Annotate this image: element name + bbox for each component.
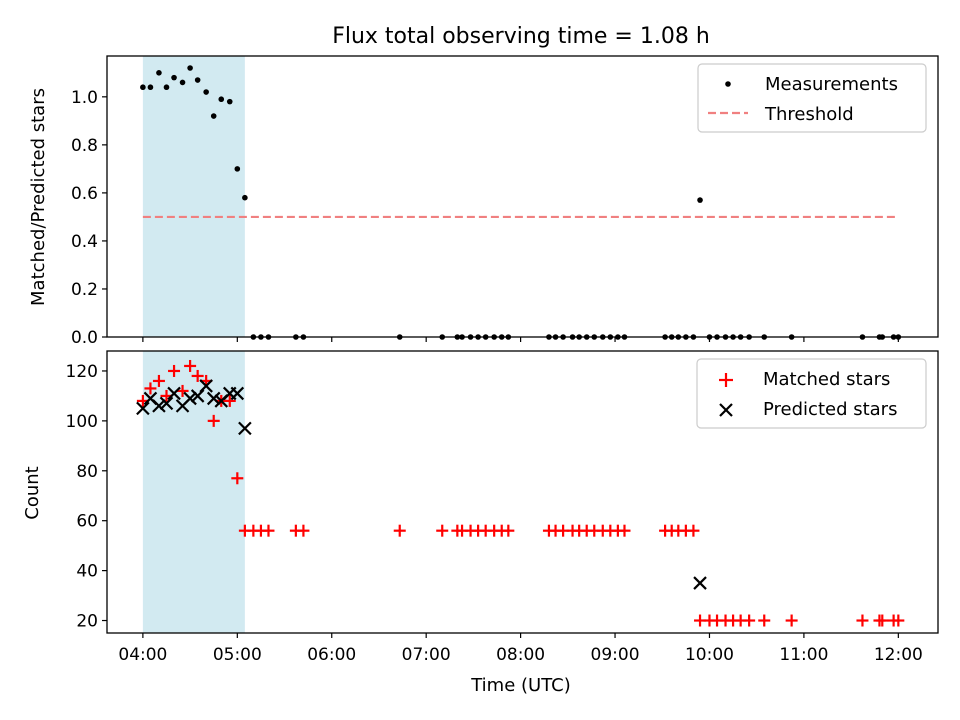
matched-star-point — [144, 382, 157, 395]
y-tick-label: 80 — [76, 462, 98, 482]
matched-star-point — [618, 524, 631, 537]
measurement-point — [156, 70, 162, 76]
predicted-star-point — [159, 396, 174, 411]
bottom-panel-shade — [142, 351, 245, 633]
predicted-star-point — [136, 401, 150, 416]
y-tick-label: 0.2 — [71, 280, 98, 300]
x-tick-label: 04:00 — [118, 645, 167, 665]
bottom-panel-frame — [106, 350, 939, 634]
y-tick-label: 0.0 — [71, 328, 98, 348]
matched-star-point — [687, 524, 700, 537]
top-panel: 0.0 0.2 0.4 0.6 0.8 1.0 Matched/Predicted sta… — [28, 55, 939, 348]
matched-star-point — [856, 614, 869, 627]
x-tick-label: 05:00 — [213, 645, 262, 665]
matched-star-point — [876, 614, 889, 627]
matched-star-point — [176, 384, 189, 397]
legend-matched-label: Matched stars — [763, 369, 890, 390]
measurement-point — [203, 89, 209, 95]
y-tick-label: 40 — [76, 562, 98, 582]
y-tick-label: 120 — [66, 362, 98, 382]
top-panel-y-ticks: 0.0 0.2 0.4 0.6 0.8 1.0 — [71, 88, 107, 348]
measurement-point — [226, 98, 233, 105]
y-tick-label: 100 — [66, 412, 98, 432]
predicted-star-point — [152, 399, 166, 413]
y-tick-label: 0.4 — [71, 232, 98, 252]
bottom-panel-legend: Matched stars Predicted stars — [696, 358, 927, 429]
x-tick-label: 09:00 — [591, 645, 640, 665]
measurement-point — [242, 194, 248, 201]
matched-star-point — [758, 614, 771, 627]
legend-threshold-label: Threshold — [764, 104, 854, 125]
x-tick-label: 06:00 — [307, 645, 356, 665]
legend-predicted-label: Predicted stars — [763, 399, 897, 420]
legend-predicted-marker — [719, 403, 733, 417]
y-tick-label: 0.6 — [71, 184, 98, 204]
measurement-point — [140, 84, 146, 91]
matched-star-point — [207, 414, 220, 427]
y-tick-label: 20 — [76, 612, 98, 632]
top-panel-x-ticks — [142, 337, 899, 342]
chart-title: Flux total observing time = 1.08 h — [332, 24, 710, 49]
matched-star-point — [393, 524, 406, 537]
x-tick-label: 11:00 — [779, 645, 828, 665]
measurement-point — [194, 77, 201, 83]
top-panel-frame — [106, 55, 939, 338]
predicted-star-point — [183, 391, 197, 406]
top-panel-shade — [142, 56, 245, 337]
measurement-point — [163, 84, 170, 91]
x-axis-label: Time (UTC) — [470, 675, 571, 696]
measurement-point — [697, 197, 703, 203]
bottom-panel-y-label: Count — [22, 466, 43, 519]
bottom-panel: 20 40 60 80 100 120 04:00 05:00 06:00 07:00 08:00… — [22, 350, 939, 665]
predicted-star-point — [238, 421, 252, 436]
predicted-star-point — [230, 386, 245, 401]
top-panel-y-label: Matched/Predicted stars — [28, 88, 49, 306]
x-tick-label: 12:00 — [874, 645, 923, 665]
measurement-point — [147, 84, 154, 91]
matched-star-point — [231, 472, 244, 485]
bottom-panel-x-ticks: 04:00 05:00 06:00 07:00 08:00 09:00 10:00 11:00… — [118, 633, 923, 665]
x-tick-label: 07:00 — [402, 645, 451, 665]
predicted-star-point — [199, 379, 213, 393]
matched-star-point — [152, 374, 165, 387]
bottom-panel-y-ticks: 20 40 60 80 100 120 — [66, 362, 107, 632]
matched-star-point — [785, 614, 798, 627]
y-tick-label: 1.0 — [71, 88, 98, 108]
predicted-star-point — [693, 576, 707, 590]
predicted-star-point — [167, 386, 181, 401]
matched-star-point — [743, 614, 756, 627]
measurement-point — [210, 113, 217, 119]
measurement-point — [234, 166, 241, 172]
measurement-point — [179, 79, 186, 86]
bottom-panel-marks — [136, 359, 905, 627]
measurement-point — [187, 65, 193, 71]
legend-measurements-label: Measurements — [765, 74, 898, 95]
measurement-point — [171, 74, 177, 81]
top-panel-legend: Measurements Threshold — [697, 63, 927, 133]
matched-star-point — [191, 369, 204, 382]
matched-star-point — [184, 359, 197, 372]
matched-star-point — [168, 364, 181, 377]
matched-star-point — [297, 524, 310, 537]
y-tick-label: 0.8 — [71, 136, 98, 156]
matched-star-point — [502, 524, 515, 537]
legend-measurements-marker — [725, 81, 731, 87]
y-tick-label: 60 — [76, 512, 98, 532]
matched-star-point — [262, 524, 275, 537]
x-tick-label: 08:00 — [496, 645, 545, 665]
predicted-star-point — [206, 391, 221, 406]
matched-star-point — [892, 614, 905, 627]
measurement-point — [218, 96, 225, 103]
legend-matched-marker — [719, 373, 733, 387]
x-tick-label: 10:00 — [685, 645, 734, 665]
matched-star-point — [436, 524, 449, 537]
matched-star-point — [223, 394, 236, 407]
